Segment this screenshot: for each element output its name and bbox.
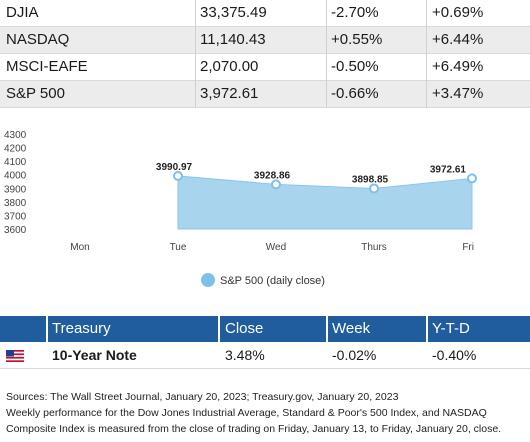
x-axis: Mon Tue Wed Thurs Fri (70, 242, 474, 253)
footnote-sources: Sources: The Wall Street Journal, Januar… (6, 391, 399, 403)
index-name: NASDAQ (6, 31, 70, 48)
x-tick-label: Thurs (361, 242, 387, 253)
y-tick-label: 3900 (4, 184, 27, 195)
treasury-header: Treasury Close Week Y-T-D (0, 316, 530, 342)
index-close: 2,070.00 (200, 58, 259, 75)
data-point (467, 173, 477, 184)
chart-legend: S&P 500 (daily close) (201, 273, 325, 287)
index-close: 11,140.43 (200, 31, 266, 48)
data-label: 3898.85 (352, 174, 389, 185)
data-label: 3972.61 (430, 164, 467, 175)
data-point (369, 183, 379, 194)
index-close: 3,972.61 (200, 85, 259, 102)
y-tick-label: 3800 (4, 198, 27, 209)
treasury-close: 3.48% (225, 347, 265, 363)
index-week-change: -0.66% (331, 85, 379, 102)
treasury-header-label: Treasury (52, 320, 111, 337)
data-point (173, 170, 183, 181)
x-tick-label: Tue (170, 242, 187, 253)
column-divider (326, 0, 327, 108)
y-tick-label: 3600 (4, 225, 27, 236)
x-tick-label: Mon (70, 242, 89, 253)
index-ytd-change: +3.47% (432, 85, 484, 102)
table-row: S&P 500 3,972.61 -0.66% +3.47% (0, 81, 530, 108)
y-tick-label: 4000 (4, 171, 27, 182)
y-tick-label: 4100 (4, 157, 27, 168)
y-tick-label: 3700 (4, 211, 27, 222)
index-week-change: -2.70% (331, 4, 379, 21)
series-area (177, 175, 473, 230)
footnote-methodology-cont: Composite Index is measured from the clo… (6, 423, 502, 435)
legend-marker (201, 273, 215, 287)
index-ytd-change: +6.49% (432, 58, 484, 75)
data-point (271, 179, 281, 190)
treasury-week-change: -0.02% (332, 347, 377, 363)
data-label: 3928.86 (254, 170, 291, 181)
us-flag-icon (6, 350, 24, 362)
legend-label: S&P 500 (daily close) (220, 275, 325, 287)
treasury-ytd-change: -0.40% (432, 347, 477, 363)
index-close: 33,375.49 (200, 4, 267, 21)
index-week-change: -0.50% (331, 58, 379, 75)
data-label: 3990.97 (156, 162, 193, 173)
y-tick-label: 4200 (4, 144, 27, 155)
footnotes: Sources: The Wall Street Journal, Januar… (6, 389, 526, 437)
index-name: DJIA (6, 4, 39, 21)
table-row: DJIA 33,375.49 -2.70% +0.69% (0, 0, 530, 27)
column-divider (426, 0, 427, 108)
week-header-label: Week (332, 320, 371, 337)
footnote-methodology: Weekly performance for the Dow Jones Ind… (6, 407, 487, 419)
table-row: NASDAQ 11,140.43 +0.55% +6.44% (0, 27, 530, 54)
close-header-label: Close (225, 320, 264, 337)
plot-area: 3990.97 3928.86 3898.85 3972.61 (156, 162, 477, 230)
column-divider (195, 0, 196, 108)
x-tick-label: Fri (462, 242, 474, 253)
index-name: MSCI-EAFE (6, 58, 88, 75)
index-name: S&P 500 (6, 85, 65, 102)
table-row: 10-Year Note 3.48% -0.02% -0.40% (0, 342, 530, 369)
index-ytd-change: +0.69% (432, 4, 484, 21)
ytd-header-label: Y-T-D (432, 320, 470, 337)
index-week-change: +0.55% (331, 31, 383, 48)
index-table: DJIA 33,375.49 -2.70% +0.69% NASDAQ 11,1… (0, 0, 530, 108)
treasury-name: 10-Year Note (52, 347, 137, 363)
index-ytd-change: +6.44% (432, 31, 484, 48)
table-row: MSCI-EAFE 2,070.00 -0.50% +6.49% (0, 54, 530, 81)
x-tick-label: Wed (266, 242, 286, 253)
y-tick-label: 4300 (4, 130, 27, 141)
sp500-area-chart: 3600 3700 3800 3900 4000 4100 4200 4300 Mon Tue W… (4, 130, 477, 287)
y-axis: 3600 3700 3800 3900 4000 4100 4200 4300 (4, 130, 27, 236)
